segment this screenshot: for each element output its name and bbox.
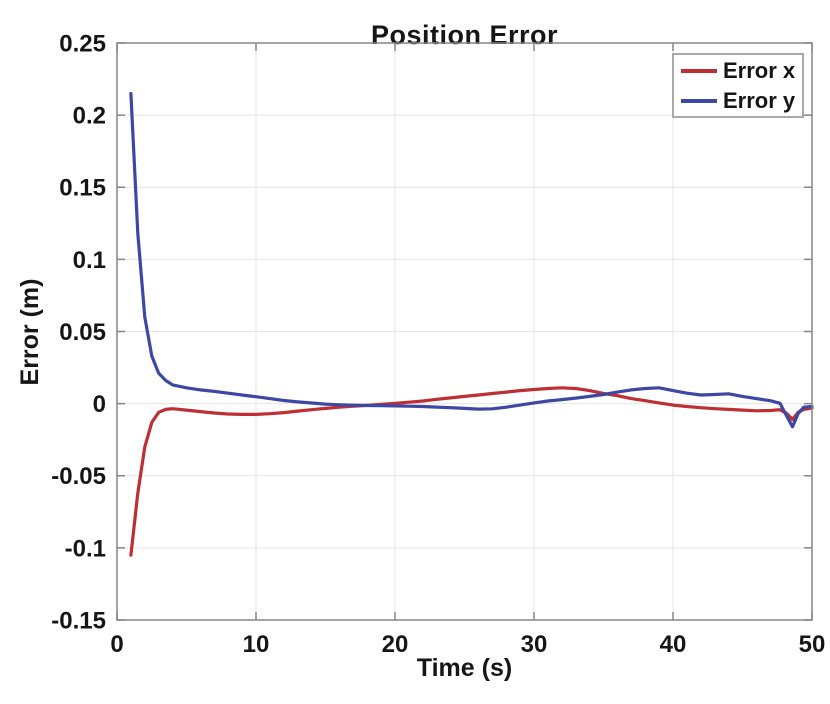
x-tick-label: 30 (521, 631, 548, 658)
legend: Error x Error y (672, 53, 804, 118)
x-tick-label: 0 (110, 631, 123, 658)
legend-label-error-x: Error x (723, 57, 796, 83)
y-tick-label: -0.1 (65, 535, 106, 562)
series-line-error-y (129, 91, 814, 429)
legend-label-error-y: Error y (723, 87, 796, 113)
x-tick-label: 40 (660, 631, 687, 658)
y-tick-label: 0.05 (59, 319, 106, 346)
x-tick-label: 10 (243, 631, 270, 658)
y-tick-label: 0.1 (73, 247, 106, 274)
y-tick-label: -0.05 (51, 463, 106, 490)
y-tick-label: 0.2 (73, 103, 106, 130)
series-line-error-x (129, 386, 814, 557)
legend-entry-error-y: Error y (674, 86, 802, 115)
y-tick-label: 0 (93, 391, 106, 418)
chart-title: Position Error (370, 20, 559, 51)
y-tick-label: -0.15 (51, 607, 106, 634)
legend-line-sample-error-y (681, 98, 717, 103)
legend-entry-error-x: Error x (674, 56, 802, 85)
x-axis-label: Time (s) (416, 654, 513, 682)
legend-line-sample-error-x (681, 68, 717, 73)
x-tick-label: 20 (382, 631, 409, 658)
x-tick-label: 50 (799, 631, 826, 658)
y-tick-label: 0.25 (59, 30, 106, 57)
y-tick-label: 0.15 (59, 175, 106, 202)
